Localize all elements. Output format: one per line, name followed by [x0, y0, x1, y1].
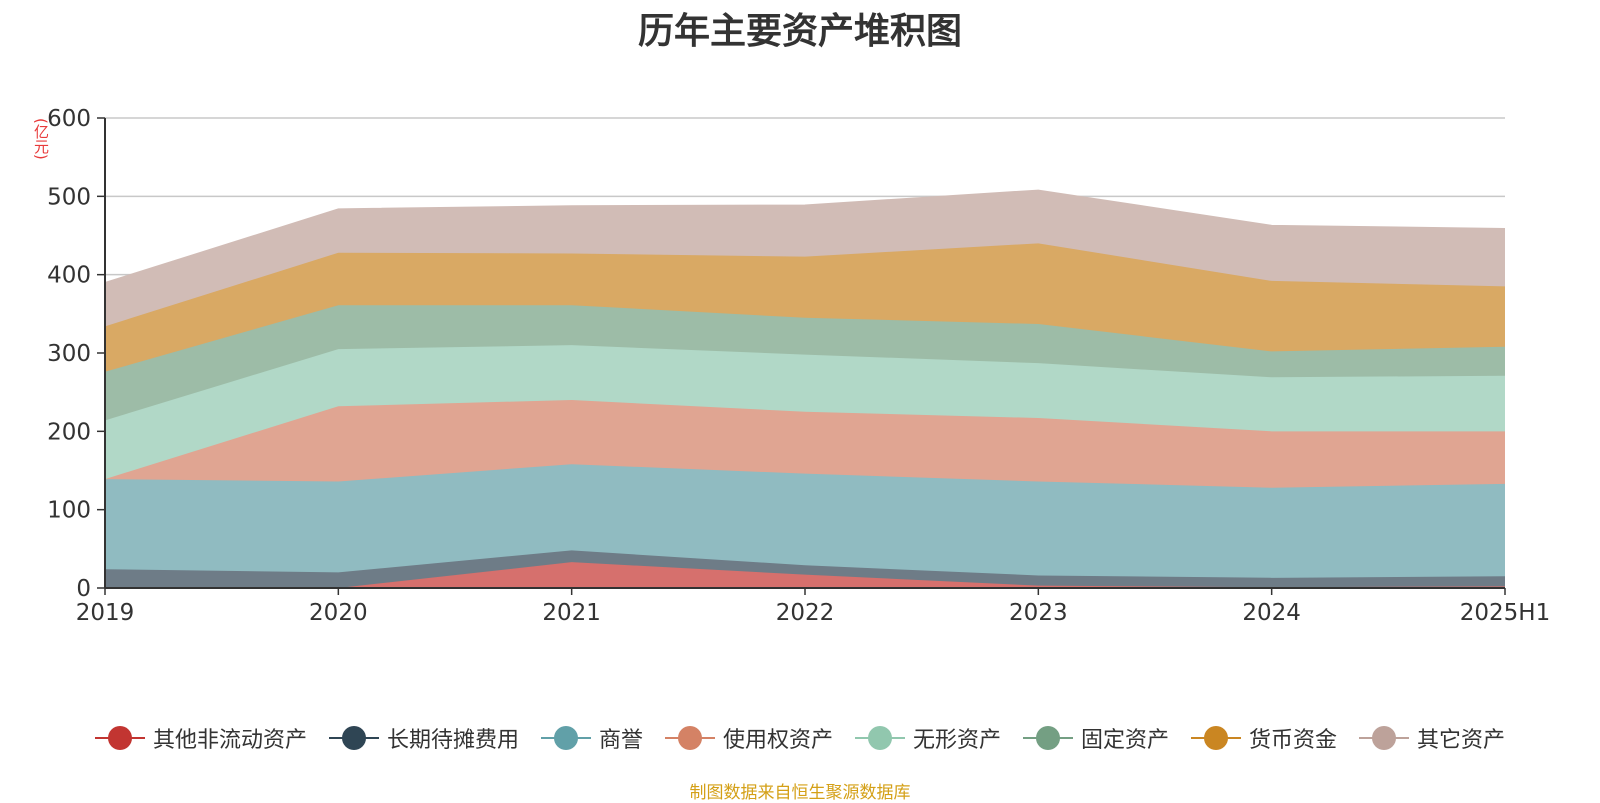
area-series-7: [105, 243, 1505, 372]
legend-label: 其它资产: [1417, 728, 1506, 753]
y-tick-label: 100: [47, 498, 91, 524]
x-tick-label: 2025H1: [1460, 600, 1550, 626]
x-tick-label: 2021: [542, 600, 601, 626]
legend-label: 商誉: [598, 728, 643, 753]
x-tick-label: 2023: [1009, 600, 1068, 626]
stacked-area-chart: 0 100 200 300 400 500 600 2019 2020 2021 2022 2023 2…: [47, 106, 1550, 626]
legend-marker-icon: [855, 725, 905, 751]
legend-dot: [553, 726, 578, 750]
x-tick-label: 2022: [776, 600, 835, 626]
area-series-8: [105, 190, 1505, 327]
legend-label: 其他非流动资产: [152, 728, 307, 753]
legend-item[interactable]: 无形资产: [855, 722, 1001, 754]
area-series-group: [104, 189, 1506, 589]
legend-label: 长期待摊费用: [386, 728, 519, 753]
x-tick-label: 2020: [309, 600, 368, 626]
legend-marker-icon: [94, 725, 145, 751]
data-source-note: 制图数据来自恒生聚源数据库: [689, 783, 911, 803]
legend-label: 无形资产: [913, 728, 1002, 753]
area-series-3: [105, 464, 1505, 578]
legend-label: 使用权资产: [722, 728, 833, 753]
legend-item[interactable]: 其它资产: [1359, 722, 1505, 754]
area-series-4: [105, 400, 1505, 488]
x-tick-label: 2024: [1242, 600, 1301, 626]
area-series-2: [105, 550, 1505, 588]
y-axis-unit: (亿元): [32, 118, 50, 160]
y-tick-label: 500: [47, 184, 91, 210]
legend-item[interactable]: 使用权资产: [664, 722, 833, 754]
legend-dot: [677, 726, 702, 750]
area-series-6: [105, 305, 1505, 421]
legend-dot: [1036, 726, 1061, 750]
series-line-8: [104, 189, 1506, 283]
area-series-5: [105, 345, 1505, 480]
legend-dot: [107, 726, 132, 750]
legend-dot: [341, 726, 366, 750]
y-tick-label: 0: [76, 576, 91, 602]
legend-marker-icon: [540, 725, 591, 751]
axes: 0 100 200 300 400 500 600 2019 2020 2021 2022 2023 2…: [47, 106, 1550, 626]
legend-marker-icon: [1191, 725, 1242, 751]
legend-marker-icon: [664, 725, 715, 751]
y-tick-label: 600: [47, 106, 91, 132]
legend-dot: [1204, 726, 1229, 750]
legend-dot: [1372, 726, 1397, 750]
x-tick-label: 2019: [76, 600, 135, 626]
legend-item[interactable]: 固定资产: [1023, 722, 1169, 754]
legend-item[interactable]: 长期待摊费用: [328, 722, 519, 754]
legend-marker-icon: [1359, 725, 1410, 751]
legend-item[interactable]: 其他非流动资产: [94, 722, 307, 754]
legend-label: 货币资金: [1249, 728, 1338, 753]
legend-marker-icon: [328, 725, 379, 751]
y-tick-label: 400: [47, 263, 91, 289]
legend-item[interactable]: 货币资金: [1191, 722, 1337, 754]
legend-marker-icon: [1023, 725, 1074, 751]
legend-item[interactable]: 商誉: [540, 722, 643, 754]
y-tick-label: 200: [47, 419, 91, 445]
chart-title: 历年主要资产堆积图: [637, 11, 962, 52]
legend-label: 固定资产: [1081, 728, 1170, 753]
legend: 其他非流动资产 长期待摊费用 商誉 使用权资产 无形资产 固定资产 货币资金 其它资产: [0, 718, 1600, 758]
legend-dot: [868, 726, 892, 750]
y-tick-label: 300: [47, 341, 91, 367]
